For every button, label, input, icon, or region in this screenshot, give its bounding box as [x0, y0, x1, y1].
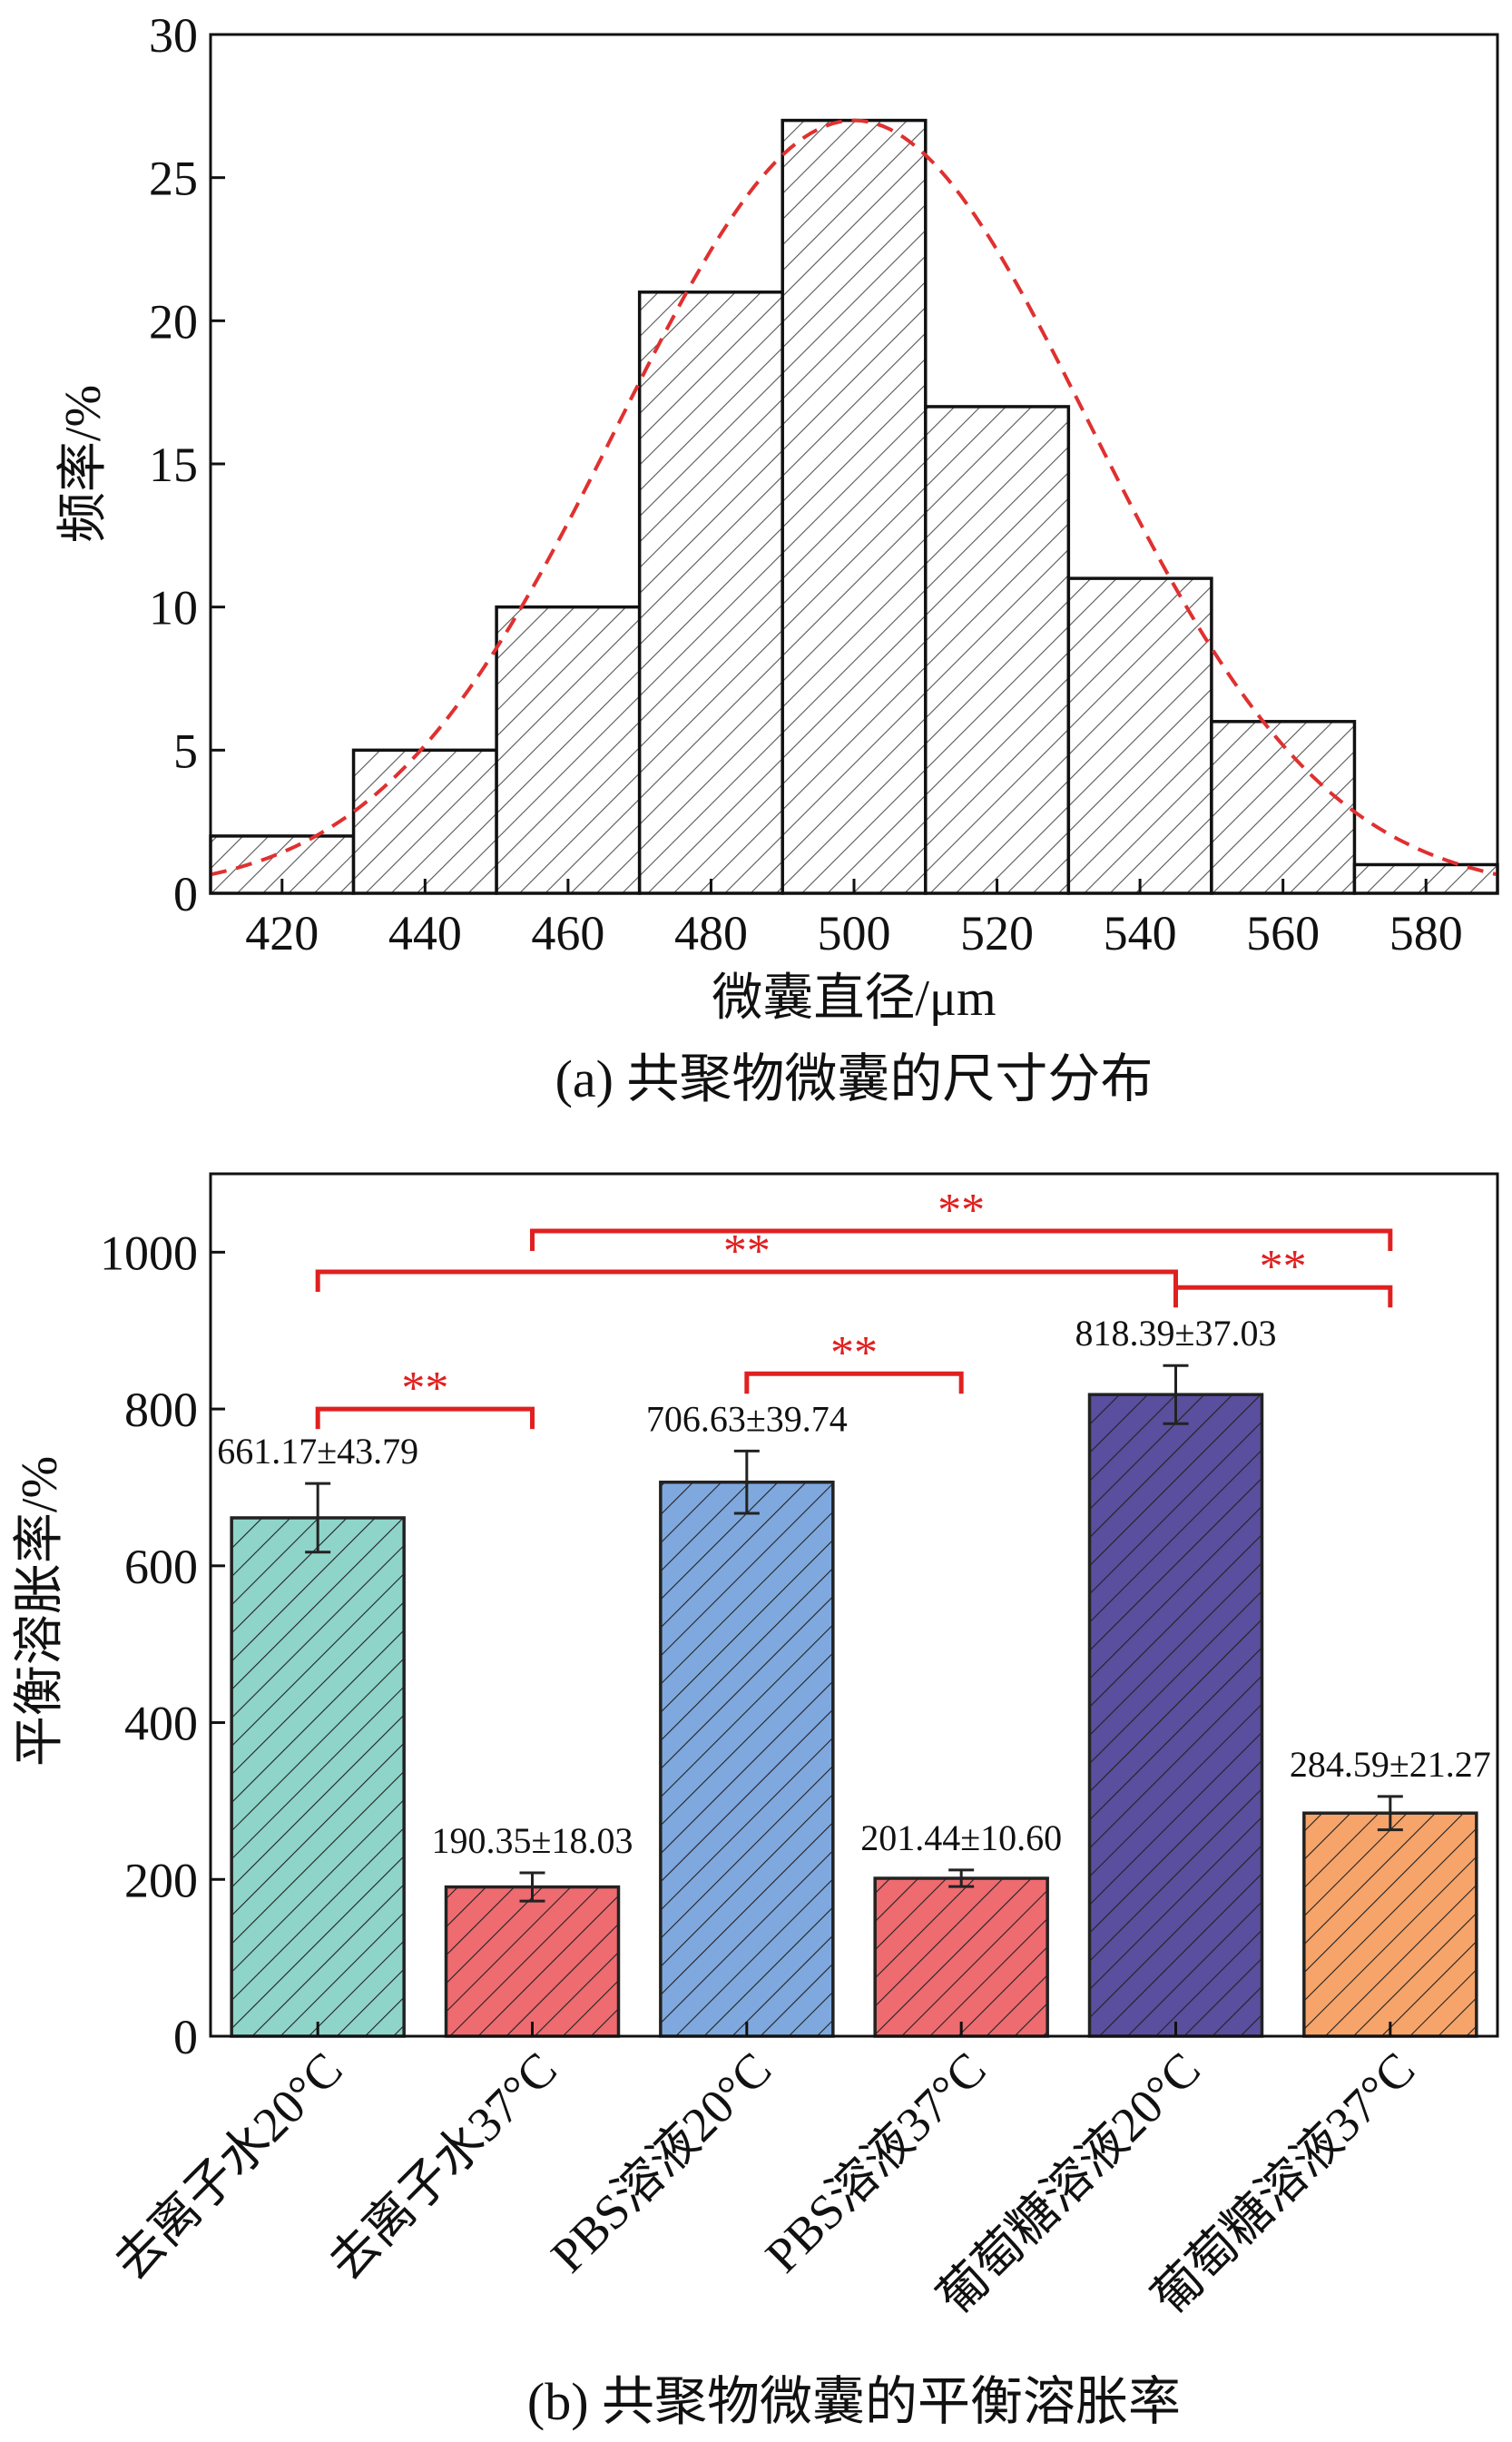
- bar: [873, 1876, 1049, 2038]
- x-tick-label: 420: [245, 906, 319, 960]
- y-tick-label: 20: [149, 294, 198, 349]
- plot-frame: [209, 1172, 1499, 2038]
- histogram-bar: [1210, 720, 1357, 895]
- y-tick-label: 400: [124, 1697, 198, 1751]
- value-label: 706.63±39.74: [646, 1398, 848, 1439]
- x-tick-label: PBS溶液20°C: [541, 2042, 782, 2283]
- bar: [1302, 1811, 1478, 2038]
- bar: [659, 1480, 835, 2038]
- value-label: 190.35±18.03: [432, 1820, 633, 1861]
- y-tick-label: 30: [149, 8, 198, 63]
- y-tick-label: 25: [149, 152, 198, 206]
- significance-label: **: [1260, 1241, 1307, 1293]
- x-tick-label: 480: [674, 906, 748, 960]
- histogram-bar: [495, 605, 642, 895]
- x-axis-label: 微囊直径/μm: [712, 970, 996, 1027]
- chart-title-a: (a) 共聚物微囊的尺寸分布: [555, 1049, 1154, 1108]
- significance-label: **: [401, 1363, 448, 1414]
- x-tick-label: 460: [531, 906, 604, 960]
- significance-bracket: [744, 1371, 964, 1394]
- histogram-bar: [1066, 576, 1213, 895]
- significance-label: **: [830, 1327, 878, 1379]
- x-tick-label: PBS溶液37°C: [755, 2042, 997, 2283]
- significance-label: **: [938, 1185, 985, 1236]
- x-tick-label: 去离子水37°C: [319, 2042, 567, 2290]
- x-tick-label: 500: [818, 906, 891, 960]
- y-tick-label: 5: [173, 724, 198, 778]
- y-tick-label: 1000: [100, 1226, 198, 1280]
- x-tick-label: 520: [960, 906, 1034, 960]
- histogram-bar: [781, 118, 928, 895]
- y-tick-label: 800: [124, 1383, 198, 1437]
- bar: [444, 1885, 621, 2038]
- significance-bracket: [1173, 1285, 1393, 1308]
- swelling-bar-panel: 661.17±43.79 190.35±18.03 706.63±39.74 201.…: [12, 1172, 1499, 2431]
- y-tick-label: 0: [173, 867, 198, 921]
- x-tick-label: 去离子水20°C: [104, 2042, 353, 2290]
- bar: [230, 1516, 406, 2038]
- normal-fit-curve: [210, 118, 1498, 877]
- histogram-bar: [924, 405, 1071, 895]
- x-tick-label: 540: [1104, 906, 1177, 960]
- y-tick-label: 200: [124, 1853, 198, 1907]
- value-label: 661.17±43.79: [217, 1431, 418, 1472]
- significance-bracket: [315, 1269, 1178, 1292]
- x-tick-label: 440: [388, 906, 462, 960]
- chart-title-b: (b) 共聚物微囊的平衡溶胀率: [527, 2372, 1181, 2431]
- histogram-bar: [351, 748, 498, 895]
- y-axis-label: 频率/%: [55, 385, 112, 543]
- x-tick-label: 560: [1246, 906, 1320, 960]
- value-label: 818.39±37.03: [1075, 1313, 1277, 1354]
- y-tick-label: 0: [173, 2010, 198, 2064]
- significance-bracket: [530, 1228, 1393, 1252]
- value-label: 284.59±21.27: [1290, 1744, 1491, 1785]
- value-label: 201.44±10.60: [860, 1817, 1062, 1858]
- significance-bracket: [315, 1406, 535, 1430]
- y-tick-label: 15: [149, 438, 198, 492]
- y-axis-label: 平衡溶胀率/%: [12, 1456, 68, 1767]
- histogram-bar: [637, 290, 784, 895]
- significance-label: **: [723, 1226, 771, 1277]
- y-tick-label: 600: [124, 1540, 198, 1594]
- y-tick-label: 10: [149, 581, 198, 635]
- bar: [1087, 1393, 1264, 2038]
- x-tick-label: 580: [1389, 906, 1463, 960]
- histogram-panel: 0 5 10 15 20 25 30 420 440 460 480 500 520 540 560 580…: [55, 8, 1499, 1108]
